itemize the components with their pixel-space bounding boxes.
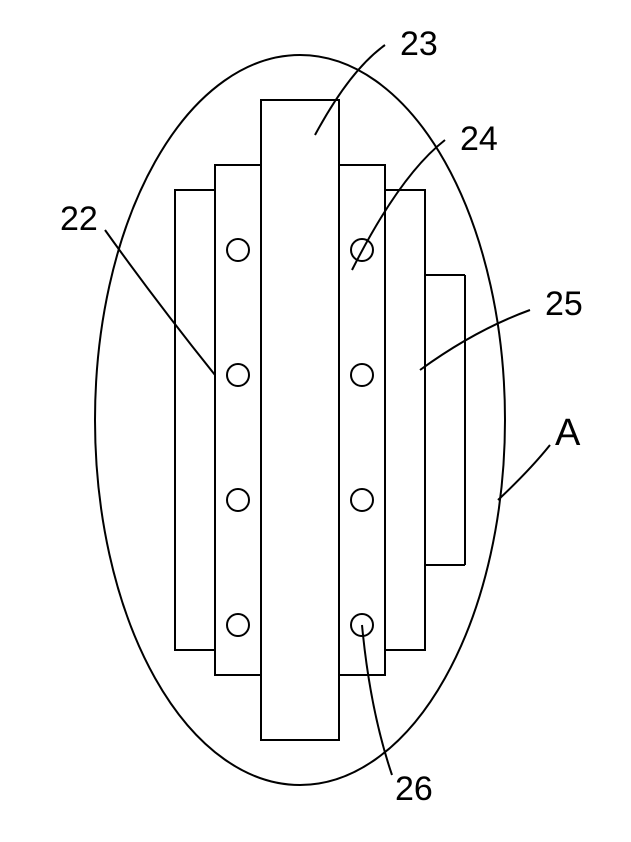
label-22-label: 22 xyxy=(60,200,98,238)
label-A-label: A xyxy=(555,412,581,454)
center-bar xyxy=(261,100,339,740)
label-24-label: 24 xyxy=(460,120,498,158)
side-bar-right xyxy=(339,165,385,675)
label-A-leader xyxy=(498,445,550,500)
label-23-label: 23 xyxy=(400,25,438,63)
label-26-label: 26 xyxy=(395,770,433,808)
label-25-leader xyxy=(420,310,530,370)
label-25-label: 25 xyxy=(545,285,583,323)
side-bar-left xyxy=(215,165,261,675)
